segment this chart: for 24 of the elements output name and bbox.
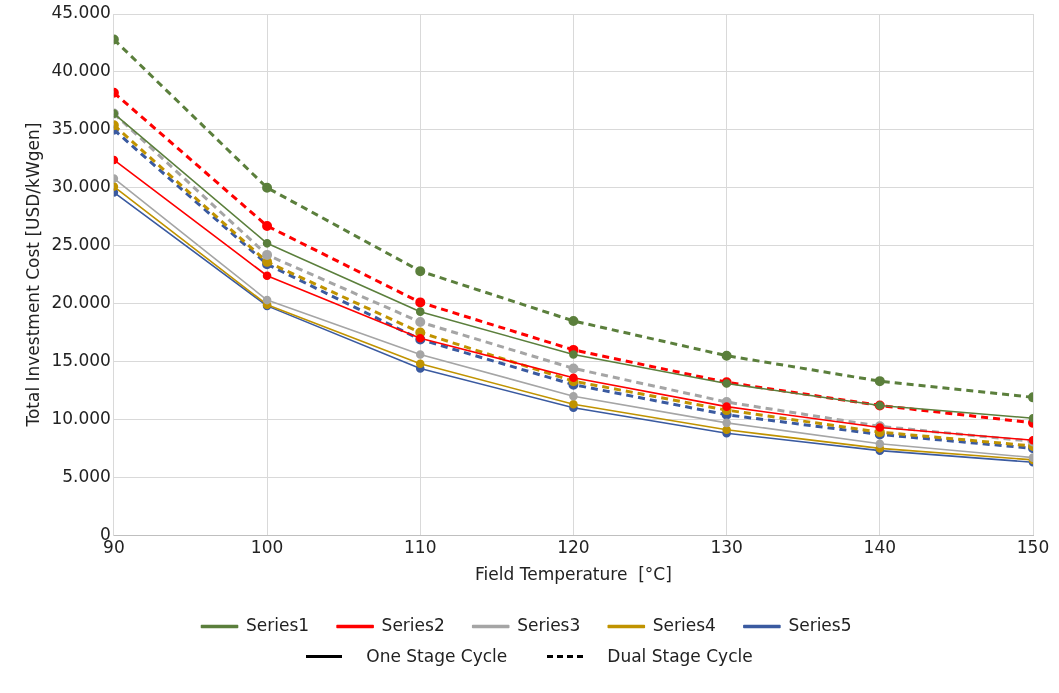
legend-label: Series1 bbox=[246, 614, 310, 635]
y-tick-label: 15.000 bbox=[51, 349, 111, 370]
x-tick-label: 150 bbox=[1016, 536, 1050, 557]
y-tick-label: 25.000 bbox=[51, 234, 111, 255]
legend-label: Series3 bbox=[517, 614, 581, 635]
y-tick-label: 45.000 bbox=[51, 2, 111, 23]
legend-label: Series2 bbox=[381, 614, 445, 635]
y-tick-label: 10.000 bbox=[51, 407, 111, 428]
x-tick-label: 130 bbox=[710, 536, 743, 557]
text: One Stage Cycle bbox=[366, 646, 508, 666]
x-tick-label: 120 bbox=[557, 536, 590, 557]
y-tick-label: 5.000 bbox=[62, 465, 111, 486]
y-tick-label: 20.000 bbox=[51, 291, 111, 312]
x-tick-label: 100 bbox=[250, 536, 284, 557]
x-tick-label: 110 bbox=[404, 536, 437, 557]
y-tick-label: 40.000 bbox=[51, 60, 111, 81]
y-tick-label: 35.000 bbox=[51, 118, 111, 139]
y-axis-title: Total Investment Cost [USD/kWgen] bbox=[22, 122, 43, 428]
x-tick-label: 140 bbox=[863, 536, 897, 557]
legend-label: Series5 bbox=[788, 614, 852, 635]
y-tick-label: 30.000 bbox=[51, 176, 111, 197]
text: Dual Stage Cycle bbox=[607, 646, 753, 666]
x-axis-title: Field Temperature [°C] bbox=[475, 564, 672, 585]
legend-label: Series4 bbox=[652, 614, 716, 635]
